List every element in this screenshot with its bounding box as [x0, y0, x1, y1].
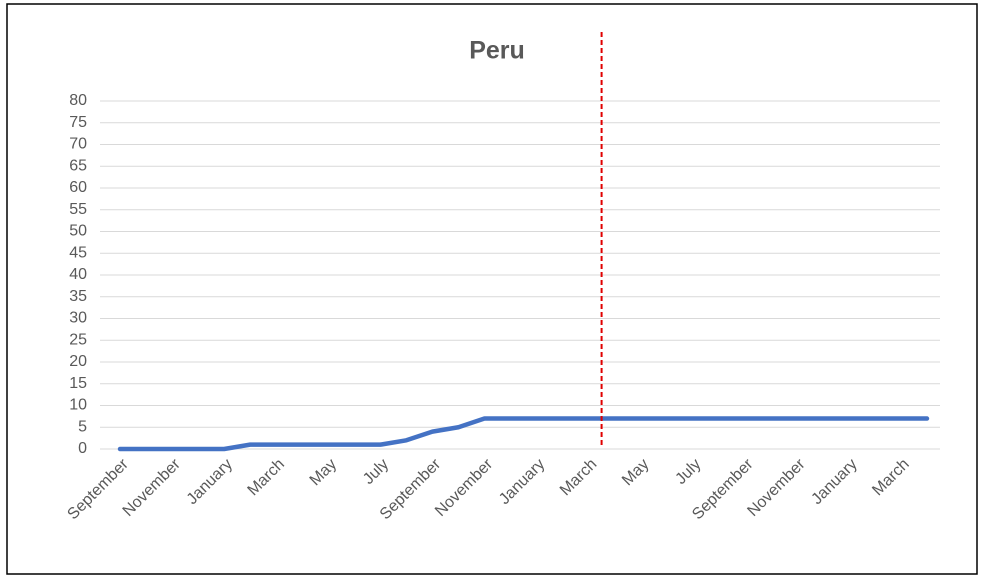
data-line	[117, 416, 930, 452]
y-tick-label: 80	[69, 92, 87, 109]
y-tick-label: 60	[69, 179, 87, 196]
y-tick-label: 20	[69, 353, 87, 370]
y-tick-label: 0	[78, 440, 87, 457]
chart-title: Peru	[469, 37, 525, 65]
y-tick-label: 45	[69, 244, 87, 261]
y-tick-label: 50	[69, 223, 87, 240]
y-tick-label: 55	[69, 201, 87, 218]
y-tick-label: 10	[69, 397, 87, 414]
y-tick-label: 5	[78, 418, 87, 435]
y-tick-label: 35	[69, 288, 87, 305]
y-tick-label: 30	[69, 310, 87, 327]
y-tick-label: 75	[69, 114, 87, 131]
chart-border	[6, 3, 978, 575]
y-tick-label: 25	[69, 331, 87, 348]
y-tick-label: 65	[69, 157, 87, 174]
y-tick-label: 40	[69, 266, 87, 283]
y-tick-label: 70	[69, 136, 87, 153]
y-tick-label: 15	[69, 375, 87, 392]
